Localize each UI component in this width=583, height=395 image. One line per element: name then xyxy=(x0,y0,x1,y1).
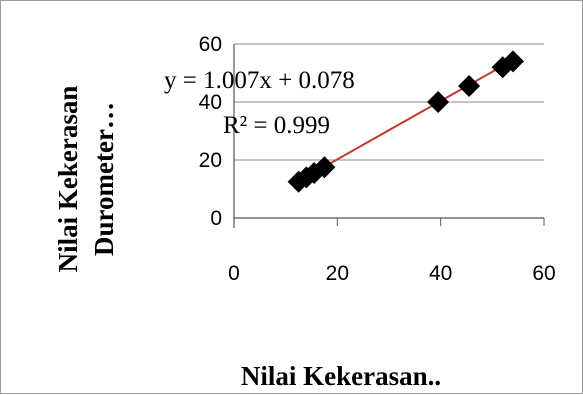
y-tick-label-0: 0 xyxy=(210,207,222,230)
y-tick-label-60: 60 xyxy=(199,33,222,56)
data-points xyxy=(287,50,524,193)
x-tick-label-60: 60 xyxy=(532,262,555,285)
data-point-5 xyxy=(427,91,450,113)
data-point-6 xyxy=(458,75,481,98)
data-point-8 xyxy=(502,50,524,73)
x-tick-label-0: 0 xyxy=(228,262,240,285)
x-axis-title: Nilai Kekerasan.. xyxy=(241,361,441,391)
axes xyxy=(233,44,545,228)
trendline-layer xyxy=(298,59,514,183)
trendline-equation: y = 1.007x + 0.078 xyxy=(164,67,355,94)
data-point-7 xyxy=(491,56,514,79)
x-tick-label-40: 40 xyxy=(429,262,452,285)
y-tick-label-40: 40 xyxy=(199,91,222,114)
r-squared-label: R² = 0.999 xyxy=(223,112,330,139)
data-point-4 xyxy=(313,156,336,179)
trendline xyxy=(298,59,514,183)
x-tick-label-20: 20 xyxy=(326,262,349,285)
tick-labels: 0 20 40 60 0 20 40 60 xyxy=(199,33,556,285)
y-axis-title-line-1: Nilai Kekerasan xyxy=(53,86,83,273)
grid-lines xyxy=(234,43,544,161)
y-tick-label-20: 20 xyxy=(199,149,222,172)
y-axis-title-line-2: Durometer… xyxy=(89,102,119,256)
